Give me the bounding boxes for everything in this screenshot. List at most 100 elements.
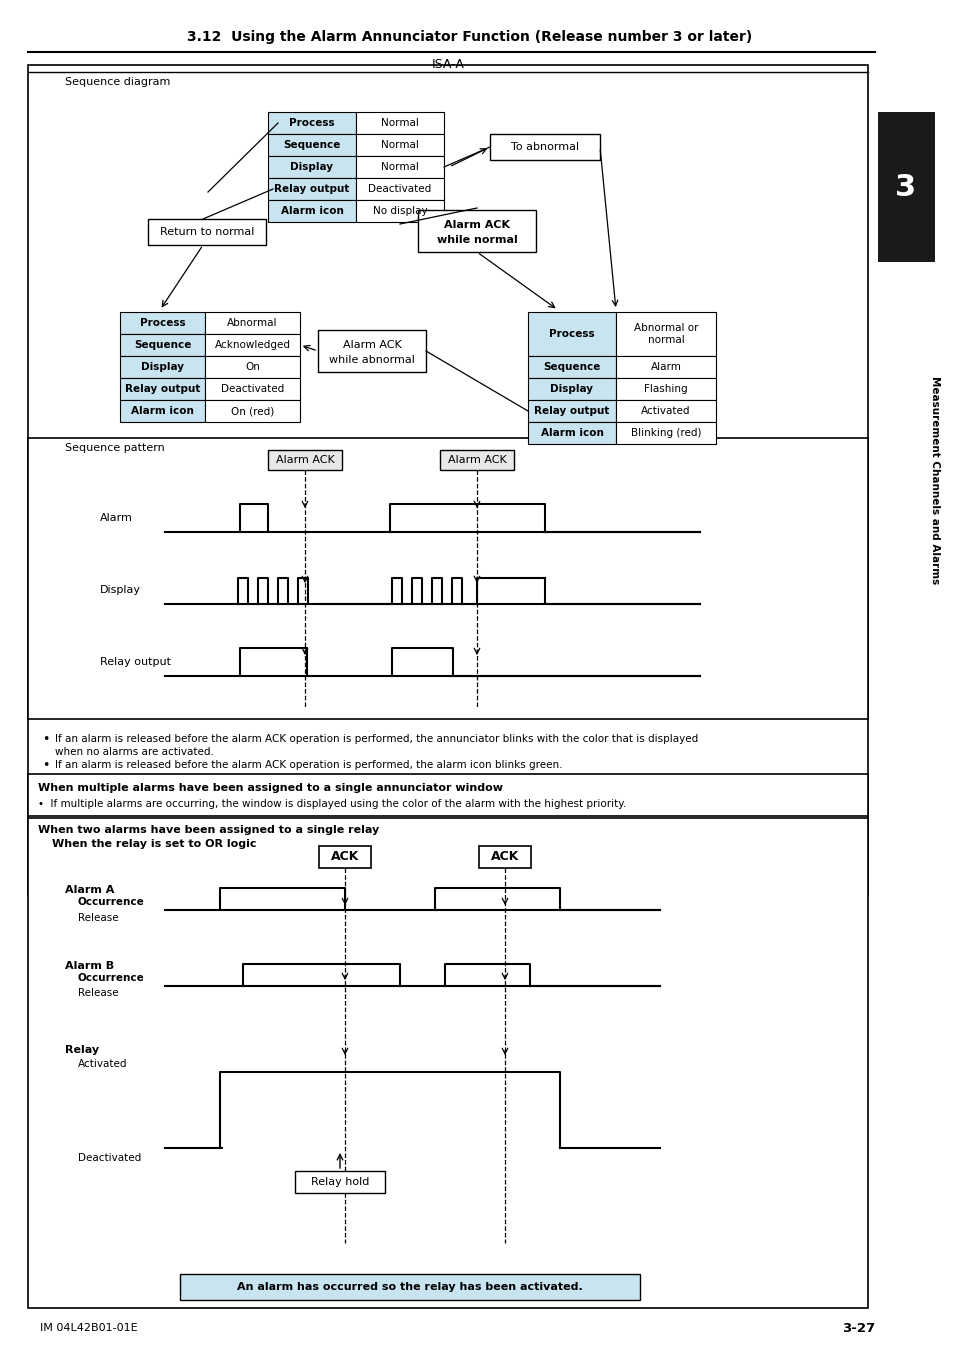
- Bar: [355, 200, 443, 221]
- Bar: [268, 200, 355, 221]
- Bar: [205, 312, 299, 333]
- Bar: [616, 356, 716, 378]
- Text: while normal: while normal: [436, 235, 517, 246]
- Bar: [616, 312, 716, 356]
- Bar: [120, 378, 205, 400]
- Text: Relay output: Relay output: [534, 406, 609, 416]
- Text: 3-27: 3-27: [841, 1322, 874, 1335]
- Bar: [28, 65, 867, 895]
- Text: Alarm: Alarm: [650, 362, 680, 373]
- Text: Deactivated: Deactivated: [221, 383, 284, 394]
- Bar: [616, 400, 716, 423]
- Text: Relay hold: Relay hold: [311, 1177, 369, 1187]
- Text: •: •: [42, 759, 50, 771]
- Text: Display: Display: [100, 585, 141, 595]
- Text: If an alarm is released before the alarm ACK operation is performed, the annunci: If an alarm is released before the alarm…: [55, 734, 698, 744]
- Bar: [527, 312, 616, 356]
- Bar: [120, 333, 205, 356]
- Bar: [205, 400, 299, 423]
- Text: Alarm icon: Alarm icon: [280, 207, 343, 216]
- Text: Deactivated: Deactivated: [368, 184, 431, 194]
- Bar: [527, 400, 616, 423]
- Bar: [205, 356, 299, 378]
- Bar: [268, 134, 355, 157]
- Text: Normal: Normal: [380, 140, 418, 150]
- Bar: [317, 329, 426, 373]
- Text: IM 04L42B01-01E: IM 04L42B01-01E: [40, 1323, 137, 1332]
- Text: Acknowledged: Acknowledged: [214, 340, 291, 350]
- Bar: [28, 818, 867, 1308]
- Bar: [490, 134, 599, 161]
- Text: To abnormal: To abnormal: [511, 142, 578, 153]
- Bar: [28, 774, 867, 815]
- Text: Measurement Channels and Alarms: Measurement Channels and Alarms: [929, 375, 939, 585]
- Text: while abnormal: while abnormal: [329, 355, 415, 366]
- Text: Abnormal: Abnormal: [227, 319, 277, 328]
- Text: ACK: ACK: [490, 850, 518, 864]
- Text: Sequence: Sequence: [133, 340, 191, 350]
- Text: Release: Release: [78, 913, 118, 923]
- Bar: [268, 157, 355, 178]
- Text: Sequence: Sequence: [543, 362, 600, 373]
- Bar: [417, 211, 536, 252]
- Text: Display: Display: [141, 362, 184, 373]
- Text: Alarm ACK: Alarm ACK: [342, 340, 401, 350]
- Text: Sequence diagram: Sequence diagram: [65, 77, 171, 86]
- Text: Relay: Relay: [65, 1045, 99, 1054]
- Bar: [355, 157, 443, 178]
- Bar: [205, 333, 299, 356]
- Text: When two alarms have been assigned to a single relay: When two alarms have been assigned to a …: [38, 825, 379, 836]
- Text: Sequence pattern: Sequence pattern: [65, 443, 165, 454]
- Text: Activated: Activated: [78, 1058, 128, 1069]
- Bar: [318, 846, 371, 868]
- Text: Alarm: Alarm: [100, 513, 132, 522]
- Bar: [180, 1274, 639, 1300]
- Text: Relay output: Relay output: [274, 184, 350, 194]
- Text: Sequence: Sequence: [283, 140, 340, 150]
- Text: when no alarms are activated.: when no alarms are activated.: [55, 747, 213, 757]
- Bar: [355, 134, 443, 157]
- Bar: [120, 356, 205, 378]
- Bar: [120, 400, 205, 423]
- Text: Process: Process: [139, 319, 185, 328]
- Text: Alarm B: Alarm B: [65, 961, 114, 971]
- Bar: [268, 178, 355, 200]
- Text: Relay output: Relay output: [125, 383, 200, 394]
- Bar: [527, 356, 616, 378]
- Text: Alarm ACK: Alarm ACK: [275, 455, 334, 464]
- Text: When the relay is set to OR logic: When the relay is set to OR logic: [52, 838, 256, 849]
- Text: 3: 3: [895, 173, 916, 201]
- Text: An alarm has occurred so the relay has been activated.: An alarm has occurred so the relay has b…: [237, 1282, 582, 1292]
- Bar: [616, 378, 716, 400]
- Text: Display: Display: [550, 383, 593, 394]
- Text: 3.12  Using the Alarm Annunciator Function (Release number 3 or later): 3.12 Using the Alarm Annunciator Functio…: [187, 30, 752, 45]
- Text: Display: Display: [291, 162, 334, 171]
- Text: Abnormal or
normal: Abnormal or normal: [633, 323, 698, 344]
- Text: ISA-A: ISA-A: [431, 58, 464, 70]
- Text: When multiple alarms have been assigned to a single annunciator window: When multiple alarms have been assigned …: [38, 783, 502, 792]
- Text: Deactivated: Deactivated: [78, 1153, 141, 1162]
- Bar: [355, 112, 443, 134]
- Text: Blinking (red): Blinking (red): [630, 428, 700, 437]
- Text: Alarm ACK: Alarm ACK: [443, 220, 510, 230]
- Text: Occurrence: Occurrence: [78, 896, 145, 907]
- Text: Return to normal: Return to normal: [160, 227, 253, 238]
- Text: Occurrence: Occurrence: [78, 973, 145, 983]
- Text: Alarm A: Alarm A: [65, 886, 114, 895]
- Text: ACK: ACK: [331, 850, 359, 864]
- Bar: [478, 846, 531, 868]
- Text: Alarm icon: Alarm icon: [540, 428, 603, 437]
- Bar: [527, 423, 616, 444]
- Bar: [439, 450, 514, 470]
- Text: Normal: Normal: [380, 117, 418, 128]
- Bar: [148, 219, 266, 244]
- Text: On: On: [245, 362, 259, 373]
- Text: Alarm ACK: Alarm ACK: [447, 455, 506, 464]
- Text: If an alarm is released before the alarm ACK operation is performed, the alarm i: If an alarm is released before the alarm…: [55, 760, 562, 770]
- Text: Release: Release: [78, 988, 118, 998]
- Text: Relay output: Relay output: [100, 657, 171, 667]
- Bar: [355, 178, 443, 200]
- Bar: [877, 112, 934, 262]
- Text: Alarm icon: Alarm icon: [131, 406, 193, 416]
- Text: •  If multiple alarms are occurring, the window is displayed using the color of : • If multiple alarms are occurring, the …: [38, 799, 625, 809]
